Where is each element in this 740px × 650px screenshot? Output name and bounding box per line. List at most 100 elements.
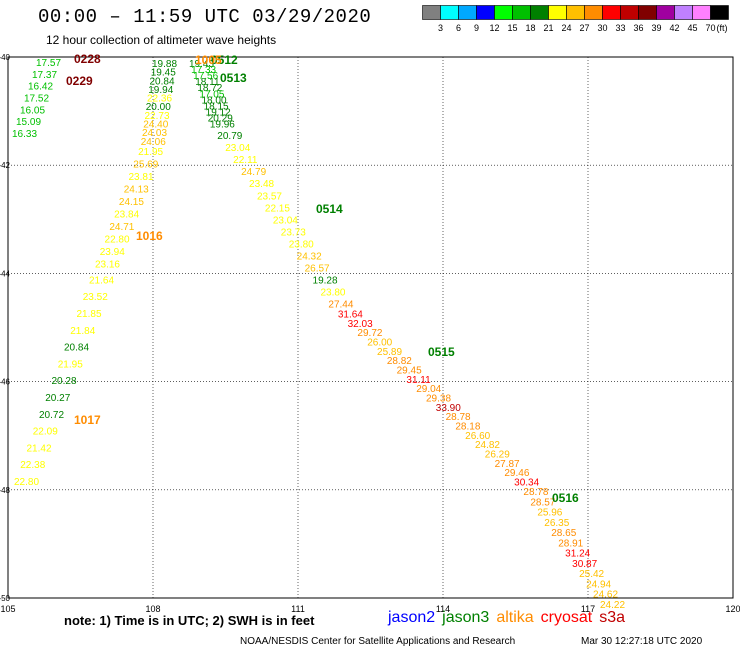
pass-time-label: 0228 <box>74 52 101 66</box>
swh-value: 23.52 <box>83 292 108 303</box>
colorbar-unit: (ft) <box>717 23 728 33</box>
swh-value: 23.80 <box>320 288 345 299</box>
lat-tick-label: -46 <box>0 378 11 387</box>
swh-value: 25.42 <box>579 569 604 580</box>
swh-value: 29.72 <box>357 328 382 339</box>
swh-value: 21.95 <box>138 147 163 158</box>
swh-value: 29.38 <box>426 394 451 405</box>
lat-tick-label: -40 <box>0 53 11 62</box>
colorbar-label: 45 <box>687 23 697 33</box>
footer-note: note: 1) Time is in UTC; 2) SWH is in fe… <box>64 613 315 628</box>
pass-time-label: 0516 <box>552 491 579 505</box>
pass-time-label: 0515 <box>428 345 455 359</box>
satellite-legend-item: cryosat <box>540 609 593 626</box>
swh-value: 21.84 <box>70 326 95 337</box>
swh-value: 30.87 <box>572 559 597 570</box>
lon-tick-label: 117 <box>581 604 595 614</box>
swh-value: 25.89 <box>377 347 402 358</box>
swh-value: 23.84 <box>114 210 139 221</box>
colorbar-label: 15 <box>507 23 517 33</box>
swh-value: 23.48 <box>249 179 274 190</box>
swh-value: 21.42 <box>27 443 52 454</box>
swh-value: 29.45 <box>397 365 422 376</box>
swh-value: 18.11 <box>195 77 220 88</box>
swh-value: 20.72 <box>39 410 64 421</box>
swh-value: 28.65 <box>551 528 576 539</box>
lon-tick-label: 111 <box>291 604 305 614</box>
lat-tick-label: -50 <box>0 594 11 603</box>
swh-value: 23.04 <box>273 215 298 226</box>
map-frame <box>7 56 734 599</box>
swh-value: 17.56 <box>193 71 218 82</box>
swh-value: 23.73 <box>281 227 306 238</box>
swh-value: 23.16 <box>95 260 120 271</box>
swh-value: 24.40 <box>143 120 168 131</box>
swh-value: 28.18 <box>455 422 480 433</box>
swh-value: 18.72 <box>197 83 222 94</box>
swh-value: 17.37 <box>32 70 57 81</box>
pass-time-label: 1016 <box>136 229 163 243</box>
pass-time-label: 0229 <box>66 74 93 88</box>
swh-value: 23.94 <box>100 247 125 258</box>
swh-value: 19.43 <box>189 59 214 70</box>
swh-value: 28.91 <box>558 538 583 549</box>
satellite-legend-item: jason3 <box>442 609 490 626</box>
satellite-legend: jason2 jason3 altika cryosat s3a <box>388 609 632 627</box>
swh-value: 30.34 <box>514 478 539 489</box>
swh-value: 28.78 <box>446 412 471 423</box>
swh-value: 19.12 <box>206 107 231 118</box>
swh-value: 24.22 <box>600 600 625 611</box>
swh-value: 24.82 <box>475 440 500 451</box>
colorbar-label: 24 <box>561 23 571 33</box>
swh-value: 16.33 <box>12 129 37 140</box>
swh-value: 33.90 <box>436 403 461 414</box>
swh-value: 31.64 <box>338 309 363 320</box>
swh-value: 24.79 <box>241 167 266 178</box>
swh-value: 19.96 <box>210 120 235 131</box>
swh-value: 19.28 <box>313 276 338 287</box>
swh-value: 26.29 <box>485 450 510 461</box>
swh-value: 24.06 <box>141 137 166 148</box>
swh-value: 20.00 <box>146 102 171 113</box>
swh-value: 22.80 <box>14 477 39 488</box>
swh-value: 24.32 <box>297 251 322 262</box>
swh-value: 19.94 <box>148 85 173 96</box>
swh-value: 26.35 <box>544 518 569 529</box>
swh-value: 28.57 <box>530 497 555 508</box>
swh-value: 20.84 <box>150 76 175 87</box>
swh-value: 17.33 <box>191 65 216 76</box>
swh-value: 20.28 <box>52 376 77 387</box>
plot-subtitle: 12 hour collection of altimeter wave hei… <box>46 33 277 47</box>
swh-value: 20.29 <box>208 113 233 124</box>
swh-value: 16.05 <box>20 105 45 116</box>
swh-value: 22.80 <box>105 235 130 246</box>
swh-value: 24.15 <box>119 197 144 208</box>
swh-value: 22.11 <box>233 155 258 166</box>
colorbar-label: 70 <box>705 23 715 33</box>
swh-value: 27.44 <box>328 300 353 311</box>
pass-time-label: 1017 <box>74 413 101 427</box>
swh-value: 20.79 <box>217 131 242 142</box>
swh-value: 19.88 <box>152 59 177 70</box>
satellite-legend-item: jason2 <box>388 609 436 626</box>
swh-value: 19.45 <box>151 68 176 79</box>
swh-value: 24.03 <box>142 128 167 139</box>
colorbar-label: 6 <box>456 23 461 33</box>
swh-value: 22.09 <box>33 427 58 438</box>
swh-value: 22.15 <box>265 203 290 214</box>
swh-value: 26.57 <box>305 263 330 274</box>
colorbar-label: 18 <box>525 23 535 33</box>
colorbar-label: 21 <box>543 23 553 33</box>
pass-time-label: 0514 <box>316 202 343 216</box>
colorbar-swatch <box>710 5 729 20</box>
colorbar-label: 36 <box>633 23 643 33</box>
swh-value: 24.13 <box>124 185 149 196</box>
swh-value: 24.71 <box>109 222 134 233</box>
swh-value: 16.42 <box>28 82 53 93</box>
swh-value: 24.62 <box>593 590 618 601</box>
lon-tick-label: 120 <box>725 604 740 614</box>
swh-value: 20.84 <box>64 343 89 354</box>
swh-value: 23.81 <box>129 172 154 183</box>
colorbar-label: 42 <box>669 23 679 33</box>
swh-value: 32.03 <box>348 319 373 330</box>
